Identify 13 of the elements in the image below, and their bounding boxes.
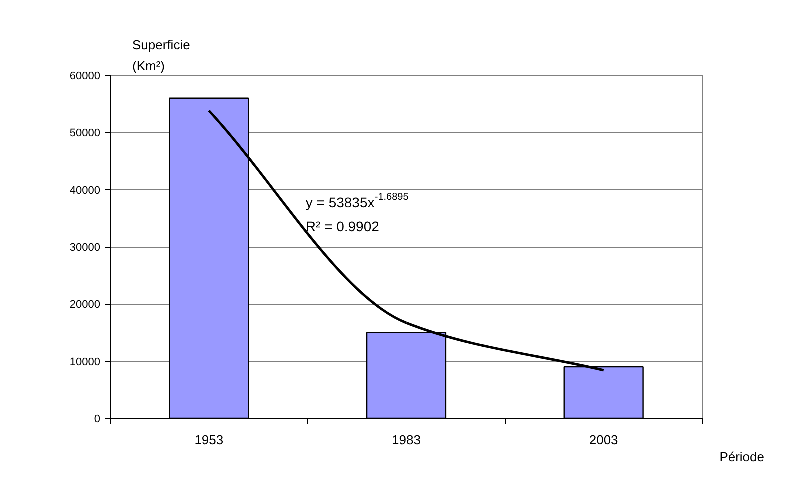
x-tick-label: 1983 [392, 432, 421, 448]
y-tick-label: 20000 [70, 299, 101, 312]
y-tick-label: 30000 [70, 242, 101, 254]
y-tick-label: 50000 [70, 128, 101, 140]
y-axis-title: Superficie (Km²) [132, 38, 190, 74]
annotation: R² = 0.9902 [306, 218, 380, 234]
y-tick-label: 40000 [70, 184, 101, 197]
x-tick-label: 2003 [589, 432, 618, 448]
x-tick-label: 1953 [194, 432, 224, 448]
y-tick-label: 0 [94, 414, 101, 426]
x-axis-title: Période [720, 450, 765, 464]
y-tick-label: 60000 [70, 70, 101, 82]
y-tick-label: 10000 [70, 356, 101, 368]
